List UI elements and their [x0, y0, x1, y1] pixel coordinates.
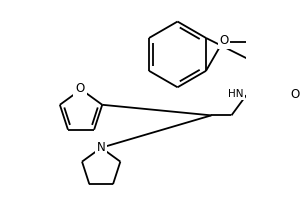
Text: HN: HN	[228, 89, 244, 99]
Text: O: O	[220, 34, 229, 47]
Text: N: N	[97, 141, 106, 154]
Text: O: O	[75, 82, 85, 95]
Text: O: O	[290, 88, 300, 101]
